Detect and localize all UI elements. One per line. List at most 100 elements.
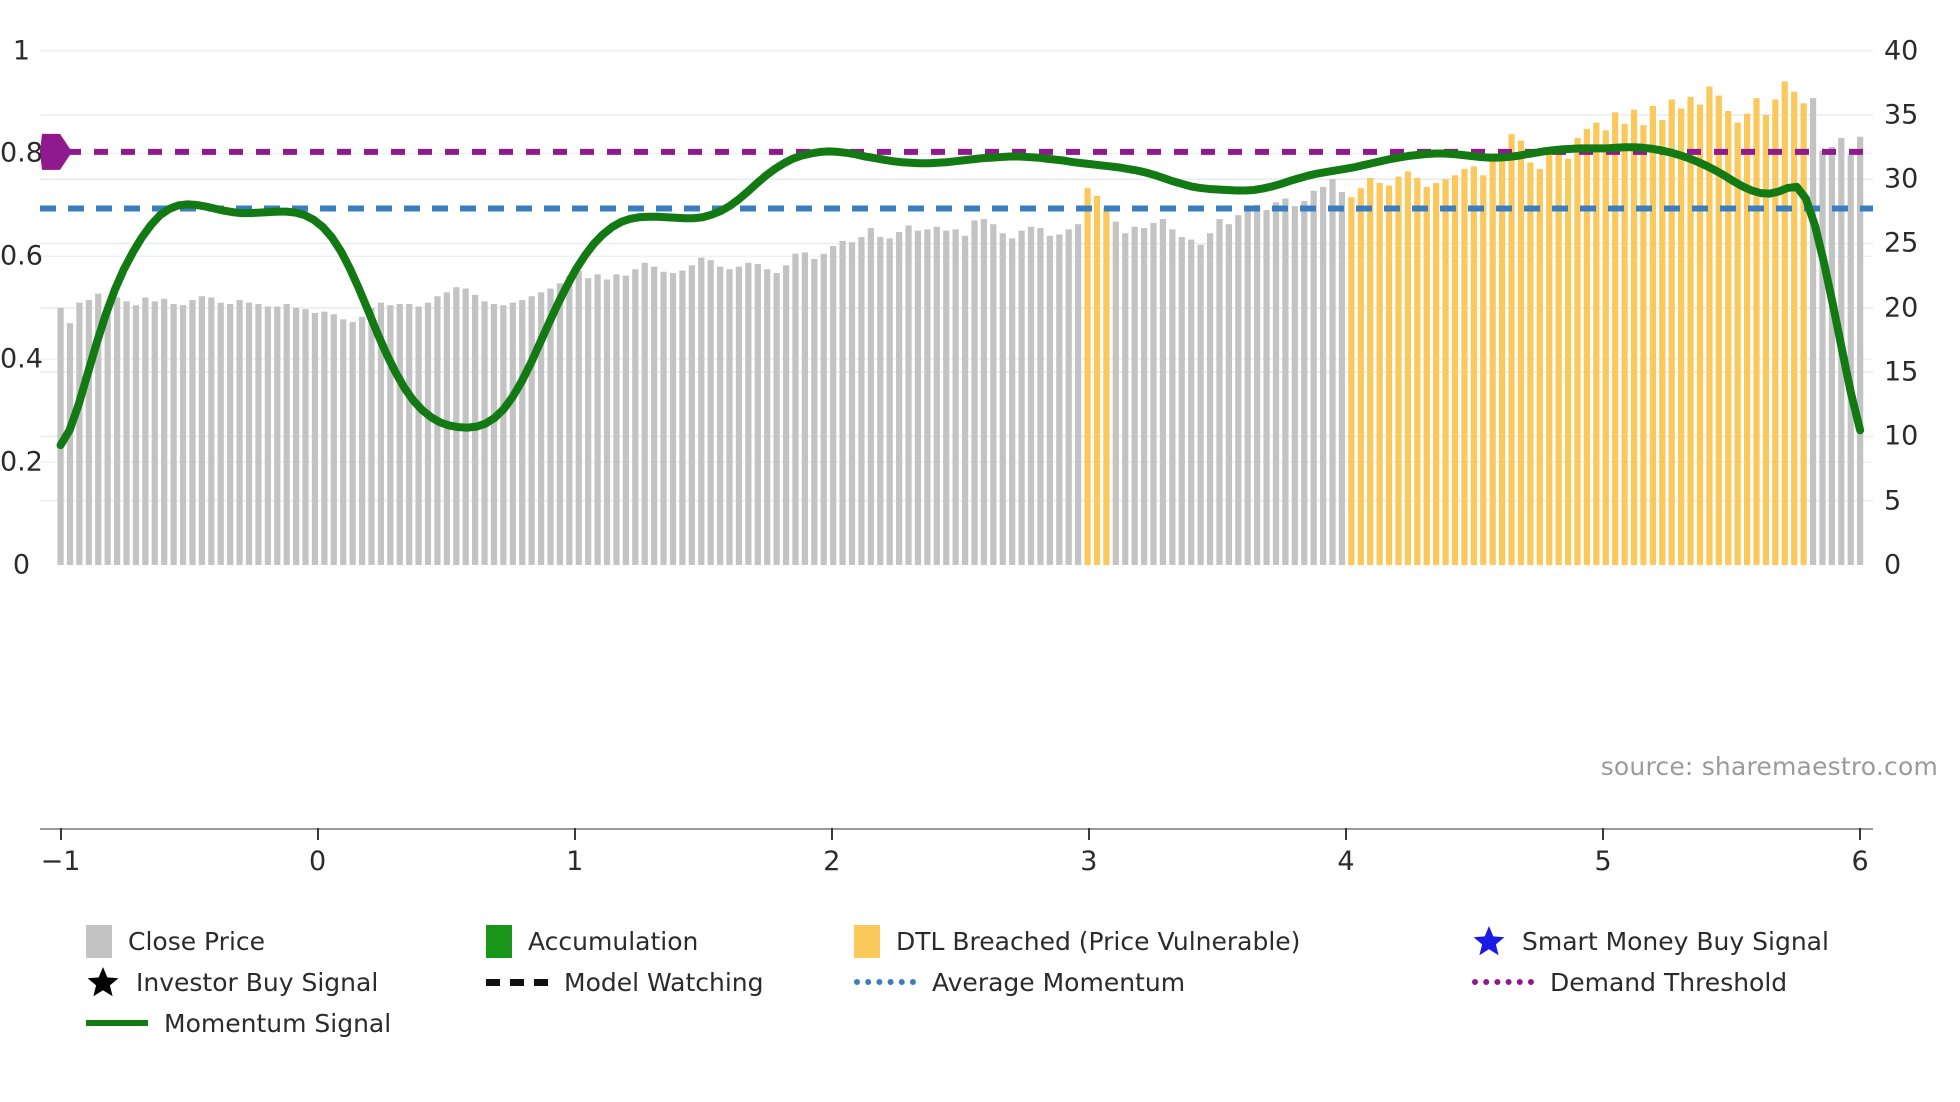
legend-item-dtl-breached[interactable]: DTL Breached (Price Vulnerable) [854, 924, 1472, 958]
bar [1640, 125, 1647, 565]
bar [1235, 215, 1242, 565]
bar [1188, 239, 1195, 565]
legend-item-model-watching[interactable]: Model Watching [486, 966, 854, 998]
bar [1263, 210, 1270, 565]
bar [1442, 179, 1449, 565]
bar [368, 307, 375, 565]
bar [293, 307, 300, 565]
bar [1809, 98, 1817, 565]
line-series-momentum-signal [56, 143, 1865, 450]
demand-threshold-start-marker [40, 133, 72, 170]
bar [387, 305, 394, 565]
bar [142, 297, 149, 565]
bar [1282, 198, 1289, 565]
bar [961, 235, 969, 565]
bar [161, 298, 168, 565]
bar [735, 266, 743, 565]
x-axis-tick [1344, 828, 1347, 840]
bar [556, 283, 564, 565]
legend-item-momentum-signal[interactable]: Momentum Signal [86, 1007, 486, 1039]
x-axis-tick [1602, 828, 1605, 840]
bar-series-close-price [57, 81, 1864, 565]
bar [208, 297, 215, 565]
bar [971, 220, 978, 565]
bar [877, 237, 884, 565]
bar [264, 306, 271, 565]
bar [1753, 98, 1760, 565]
bar [1687, 96, 1694, 565]
bar [1357, 188, 1364, 565]
bar [1084, 188, 1091, 565]
bar [1630, 109, 1638, 565]
legend-item-investor-buy-signal[interactable]: Investor Buy Signal [86, 966, 486, 998]
bar [255, 303, 262, 565]
legend-item-smart-money-buy-signal[interactable]: Smart Money Buy Signal [1472, 925, 1892, 957]
bar [1272, 202, 1280, 565]
legend-label: Close Price [128, 926, 266, 956]
x-axis-tick [830, 828, 833, 840]
reference-lines [40, 148, 1873, 212]
bar [1668, 99, 1675, 565]
x-axis-tick [1087, 828, 1090, 840]
bar [66, 323, 74, 565]
bar [1593, 122, 1600, 565]
chart-canvas [40, 49, 1873, 565]
bar [698, 257, 705, 565]
legend-label: Smart Money Buy Signal [1522, 926, 1829, 956]
bar [896, 231, 903, 565]
bar [613, 274, 620, 565]
bar [415, 306, 422, 565]
chart-legend: Close Price Accumulation DTL Breached (P… [86, 924, 1926, 1039]
bar [1602, 130, 1609, 565]
y-axis-right-tick: 5 [1884, 485, 1902, 517]
bar [349, 321, 356, 565]
bar [754, 264, 761, 565]
bar [622, 275, 629, 565]
legend-label: Momentum Signal [164, 1008, 392, 1038]
bar [547, 288, 554, 565]
x-axis-tick-label: 1 [566, 846, 584, 877]
bar [641, 262, 648, 565]
dtl-breached-swatch [854, 924, 880, 958]
bar [632, 269, 639, 565]
legend-item-close-price[interactable]: Close Price [86, 924, 486, 958]
bar [123, 301, 130, 565]
bar [311, 312, 319, 565]
bar [905, 225, 912, 565]
bar [858, 237, 865, 565]
y-axis-left-tick: 1 [12, 35, 30, 67]
bar [340, 319, 347, 565]
bar [358, 316, 366, 565]
bar [933, 226, 940, 565]
bar [321, 311, 328, 565]
bar [1159, 219, 1167, 565]
y-axis-right-tick: 15 [1884, 356, 1919, 388]
bar [1376, 183, 1383, 565]
bar [886, 238, 893, 565]
bar [1046, 235, 1053, 565]
bar [1319, 186, 1327, 565]
bar [1244, 206, 1251, 565]
legend-item-accumulation[interactable]: Accumulation [486, 924, 854, 958]
bar [1621, 123, 1628, 565]
legend-item-average-momentum[interactable]: Average Momentum [854, 966, 1472, 998]
bar [217, 302, 224, 565]
legend-item-demand-threshold[interactable]: Demand Threshold [1472, 966, 1892, 998]
bar [1800, 103, 1807, 565]
bar [801, 252, 809, 565]
bar [1310, 190, 1317, 565]
bar [1122, 233, 1129, 565]
bar [1093, 195, 1101, 565]
bar [377, 302, 385, 565]
x-axis-tick-label: 4 [1337, 846, 1355, 877]
bar [1206, 233, 1214, 565]
legend-label: Investor Buy Signal [136, 967, 379, 997]
bar [1348, 197, 1355, 565]
bar [1461, 168, 1468, 565]
bar [1301, 201, 1308, 565]
bar [302, 309, 309, 565]
bar [227, 303, 234, 565]
bar [745, 262, 752, 565]
bar [1527, 162, 1534, 565]
y-axis-right-tick: 35 [1884, 99, 1919, 131]
